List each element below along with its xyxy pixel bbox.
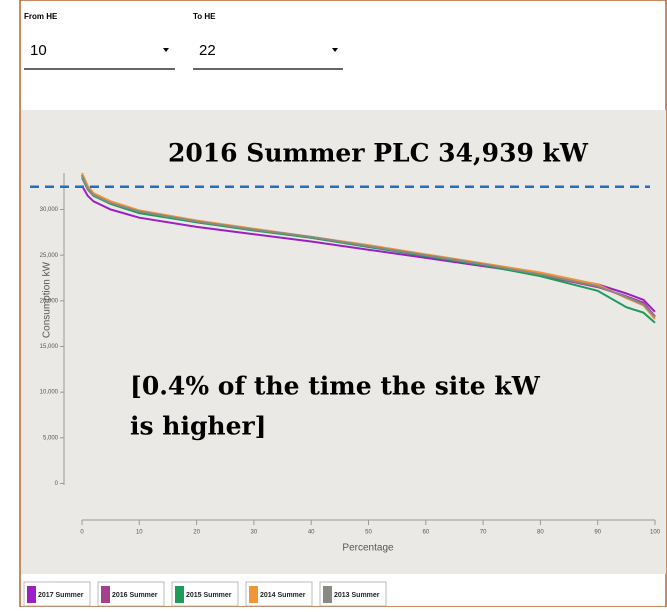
x-tick-label: 30: [251, 530, 258, 536]
select-box[interactable]: [24, 33, 175, 69]
legend-label: 2015 Summer: [186, 592, 232, 599]
legend-item[interactable]: 2017 Summer: [23, 581, 91, 607]
x-axis-title: Percentage: [342, 543, 394, 554]
note-annotation: is higher]: [130, 412, 267, 441]
x-tick-label: 100: [650, 530, 661, 536]
y-tick-label: 15,000: [40, 344, 59, 350]
legend-item[interactable]: 2014 Summer: [245, 581, 313, 607]
select-arrow: [332, 48, 338, 52]
y-tick-label: 25,000: [40, 253, 59, 259]
select-value: 10: [30, 42, 47, 59]
legend-swatch: [323, 586, 332, 603]
select-box[interactable]: [193, 33, 343, 69]
legend-swatch: [27, 586, 36, 603]
to-label: To HE: [193, 12, 216, 21]
to-select[interactable]: 22: [193, 33, 343, 70]
legend-swatch: [249, 586, 258, 603]
select-arrow: [163, 48, 169, 52]
x-tick-label: 70: [480, 530, 487, 536]
x-tick-label: 90: [594, 530, 601, 536]
legend-swatch: [101, 586, 110, 603]
from-select[interactable]: 10: [24, 33, 175, 70]
y-tick-label: 10,000: [40, 390, 59, 396]
y-tick-label: 0: [55, 481, 59, 487]
y-tick-label: 30,000: [40, 207, 59, 213]
legend-label: 2017 Summer: [38, 592, 84, 599]
select-value: 22: [199, 42, 216, 59]
legend-item[interactable]: 2015 Summer: [171, 581, 239, 607]
legend-label: 2014 Summer: [260, 592, 306, 599]
note-annotation: [0.4% of the time the site kW: [130, 372, 541, 401]
y-axis-title: Consumption kW: [42, 261, 53, 338]
plc-annotation: 2016 Summer PLC 34,939 kW: [168, 139, 589, 168]
chart-area: [21, 110, 666, 574]
from-label: From HE: [24, 12, 58, 21]
x-tick-label: 10: [136, 530, 143, 536]
x-tick-label: 20: [193, 530, 200, 536]
y-tick-label: 20,000: [40, 298, 59, 304]
legend-label: 2013 Summer: [334, 592, 380, 599]
legend-item[interactable]: 2013 Summer: [319, 581, 387, 607]
x-tick-label: 80: [537, 530, 544, 536]
legend-swatch: [175, 586, 184, 603]
legend-item[interactable]: 2016 Summer: [97, 581, 165, 607]
x-tick-label: 60: [422, 530, 429, 536]
series-line: [81, 175, 656, 318]
x-tick-label: 50: [365, 530, 372, 536]
x-tick-label: 0: [80, 530, 84, 536]
x-tick-label: 40: [308, 530, 315, 536]
y-tick-label: 5,000: [43, 435, 59, 441]
legend-label: 2016 Summer: [112, 592, 158, 599]
series-line: [81, 185, 656, 313]
